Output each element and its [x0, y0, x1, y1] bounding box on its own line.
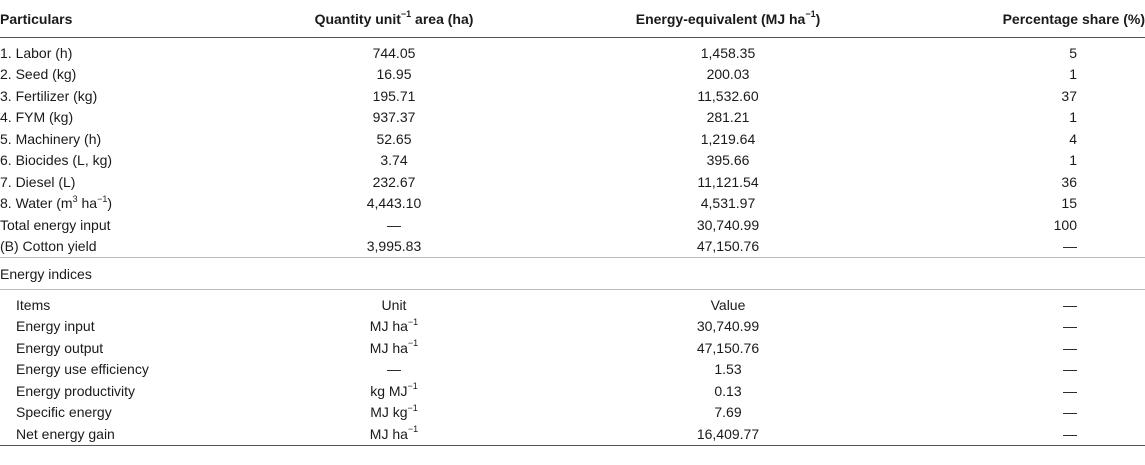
particular-label: 4. FYM (kg) — [0, 109, 74, 126]
index-unit: — — [387, 361, 401, 378]
header-particulars: Particulars — [0, 0, 276, 38]
section-row-energy-indices: Energy indices — [0, 257, 1145, 290]
index-value: 1.53 — [714, 361, 742, 378]
energy-value: 11,532.60 — [697, 87, 759, 104]
share-value: — — [1063, 296, 1077, 313]
table-row: 2. Seed (kg) 16.95 200.03 1 — [0, 64, 1145, 86]
share-value: — — [1063, 339, 1077, 356]
table-row: Energy input MJ ha−1 30,740.99 — — [0, 316, 1145, 338]
particular-label: 1. Labor (h) — [0, 44, 73, 61]
share-value: 5 — [1069, 44, 1077, 61]
index-unit: MJ ha−1 — [369, 338, 419, 356]
index-item: Energy input — [16, 318, 95, 335]
particular-label: 2. Seed (kg) — [0, 66, 77, 83]
quantity-value: 3,995.83 — [276, 235, 512, 258]
particular-label: (B) Cotton yield — [0, 235, 276, 258]
energy-value: 1,219.64 — [700, 130, 756, 147]
share-value: — — [944, 423, 1145, 446]
table-row: 6. Biocides (L, kg) 3.74 395.66 1 — [0, 150, 1145, 172]
index-value: 47,150.76 — [696, 339, 760, 356]
energy-value: 281.21 — [706, 109, 750, 126]
energy-value: 200.03 — [706, 66, 750, 83]
section-title: Energy indices — [0, 257, 1145, 290]
indices-header-value: Value — [710, 296, 746, 313]
index-value: 30,740.99 — [696, 318, 760, 335]
share-value: 36 — [1061, 173, 1077, 190]
total-row: Total energy input — 30,740.99 100 — [0, 214, 1145, 236]
table-row: 7. Diesel (L) 232.67 11,121.54 36 — [0, 171, 1145, 193]
table-row: Energy productivity kg MJ−1 0.13 — — [0, 380, 1145, 402]
particular-label: 3. Fertilizer (kg) — [0, 87, 98, 104]
index-item: Net energy gain — [0, 423, 276, 446]
table-row: 1. Labor (h) 744.05 1,458.35 5 — [0, 38, 1145, 64]
quantity-value: 52.65 — [376, 130, 412, 147]
quantity-value: 744.05 — [372, 44, 416, 61]
index-unit: MJ kg−1 — [370, 402, 418, 421]
header-row: Particulars Quantity unit−1 area (ha) En… — [0, 0, 1145, 38]
index-value: 7.69 — [714, 404, 742, 421]
share-value: — — [1063, 382, 1077, 399]
share-value: 1 — [1069, 66, 1077, 83]
index-unit: MJ ha−1 — [369, 316, 419, 335]
share-value: 4 — [1069, 130, 1077, 147]
share-value: 37 — [1061, 87, 1077, 104]
indices-header-unit: Unit — [381, 296, 407, 313]
share-value: 100 — [1053, 216, 1077, 233]
header-percentage-share: Percentage share (%) — [944, 0, 1145, 38]
indices-header-row: Items Unit Value — — [0, 290, 1145, 316]
index-item: Energy use efficiency — [16, 361, 149, 378]
energy-value: 47,150.76 — [512, 235, 944, 258]
particular-label: 6. Biocides (L, kg) — [0, 152, 113, 169]
header-energy-equivalent: Energy-equivalent (MJ ha−1) — [512, 0, 944, 38]
particular-label: 5. Machinery (h) — [0, 130, 102, 147]
table-row: Energy use efficiency — 1.53 — — [0, 359, 1145, 381]
share-value: 1 — [1069, 152, 1077, 169]
quantity-value: 937.37 — [372, 109, 416, 126]
particular-label: 8. Water (m3 ha−1) — [0, 193, 113, 212]
quantity-value: 195.71 — [372, 87, 416, 104]
share-value: — — [1063, 361, 1077, 378]
share-value: — — [944, 235, 1145, 258]
index-value: 0.13 — [714, 382, 742, 399]
share-value: 15 — [1061, 195, 1077, 212]
energy-value: 11,121.54 — [697, 173, 759, 190]
table-row: 4. FYM (kg) 937.37 281.21 1 — [0, 107, 1145, 129]
quantity-value: — — [387, 216, 401, 233]
table-row: 5. Machinery (h) 52.65 1,219.64 4 — [0, 128, 1145, 150]
index-unit: kg MJ−1 — [370, 381, 418, 399]
quantity-value: 16.95 — [376, 66, 412, 83]
table-row: Energy output MJ ha−1 47,150.76 — — [0, 337, 1145, 359]
share-value: — — [1063, 318, 1077, 335]
quantity-value: 3.74 — [380, 152, 408, 169]
table-row: Net energy gain MJ ha−1 16,409.77 — — [0, 423, 1145, 446]
indices-header-items: Items — [16, 296, 51, 313]
energy-value: 4,531.97 — [700, 195, 756, 212]
index-unit: MJ ha−1 — [276, 423, 512, 446]
index-value: 16,409.77 — [512, 423, 944, 446]
quantity-value: 4,443.10 — [366, 195, 422, 212]
share-value: 1 — [1069, 109, 1077, 126]
table-row: 3. Fertilizer (kg) 195.71 11,532.60 37 — [0, 85, 1145, 107]
table-row: 8. Water (m3 ha−1) 4,443.10 4,531.97 15 — [0, 193, 1145, 215]
particular-label: 7. Diesel (L) — [0, 173, 76, 190]
header-quantity: Quantity unit−1 area (ha) — [276, 0, 512, 38]
energy-value: 395.66 — [706, 152, 750, 169]
index-item: Energy output — [16, 339, 104, 356]
table-row: Specific energy MJ kg−1 7.69 — — [0, 402, 1145, 424]
index-item: Specific energy — [16, 404, 112, 421]
energy-value: 1,458.35 — [700, 44, 756, 61]
energy-table: Particulars Quantity unit−1 area (ha) En… — [0, 0, 1145, 446]
particular-label: Total energy input — [0, 216, 111, 233]
quantity-value: 232.67 — [372, 173, 416, 190]
index-item: Energy productivity — [16, 382, 136, 399]
energy-value: 30,740.99 — [696, 216, 760, 233]
share-value: — — [1063, 404, 1077, 421]
yield-row: (B) Cotton yield 3,995.83 47,150.76 — — [0, 235, 1145, 258]
